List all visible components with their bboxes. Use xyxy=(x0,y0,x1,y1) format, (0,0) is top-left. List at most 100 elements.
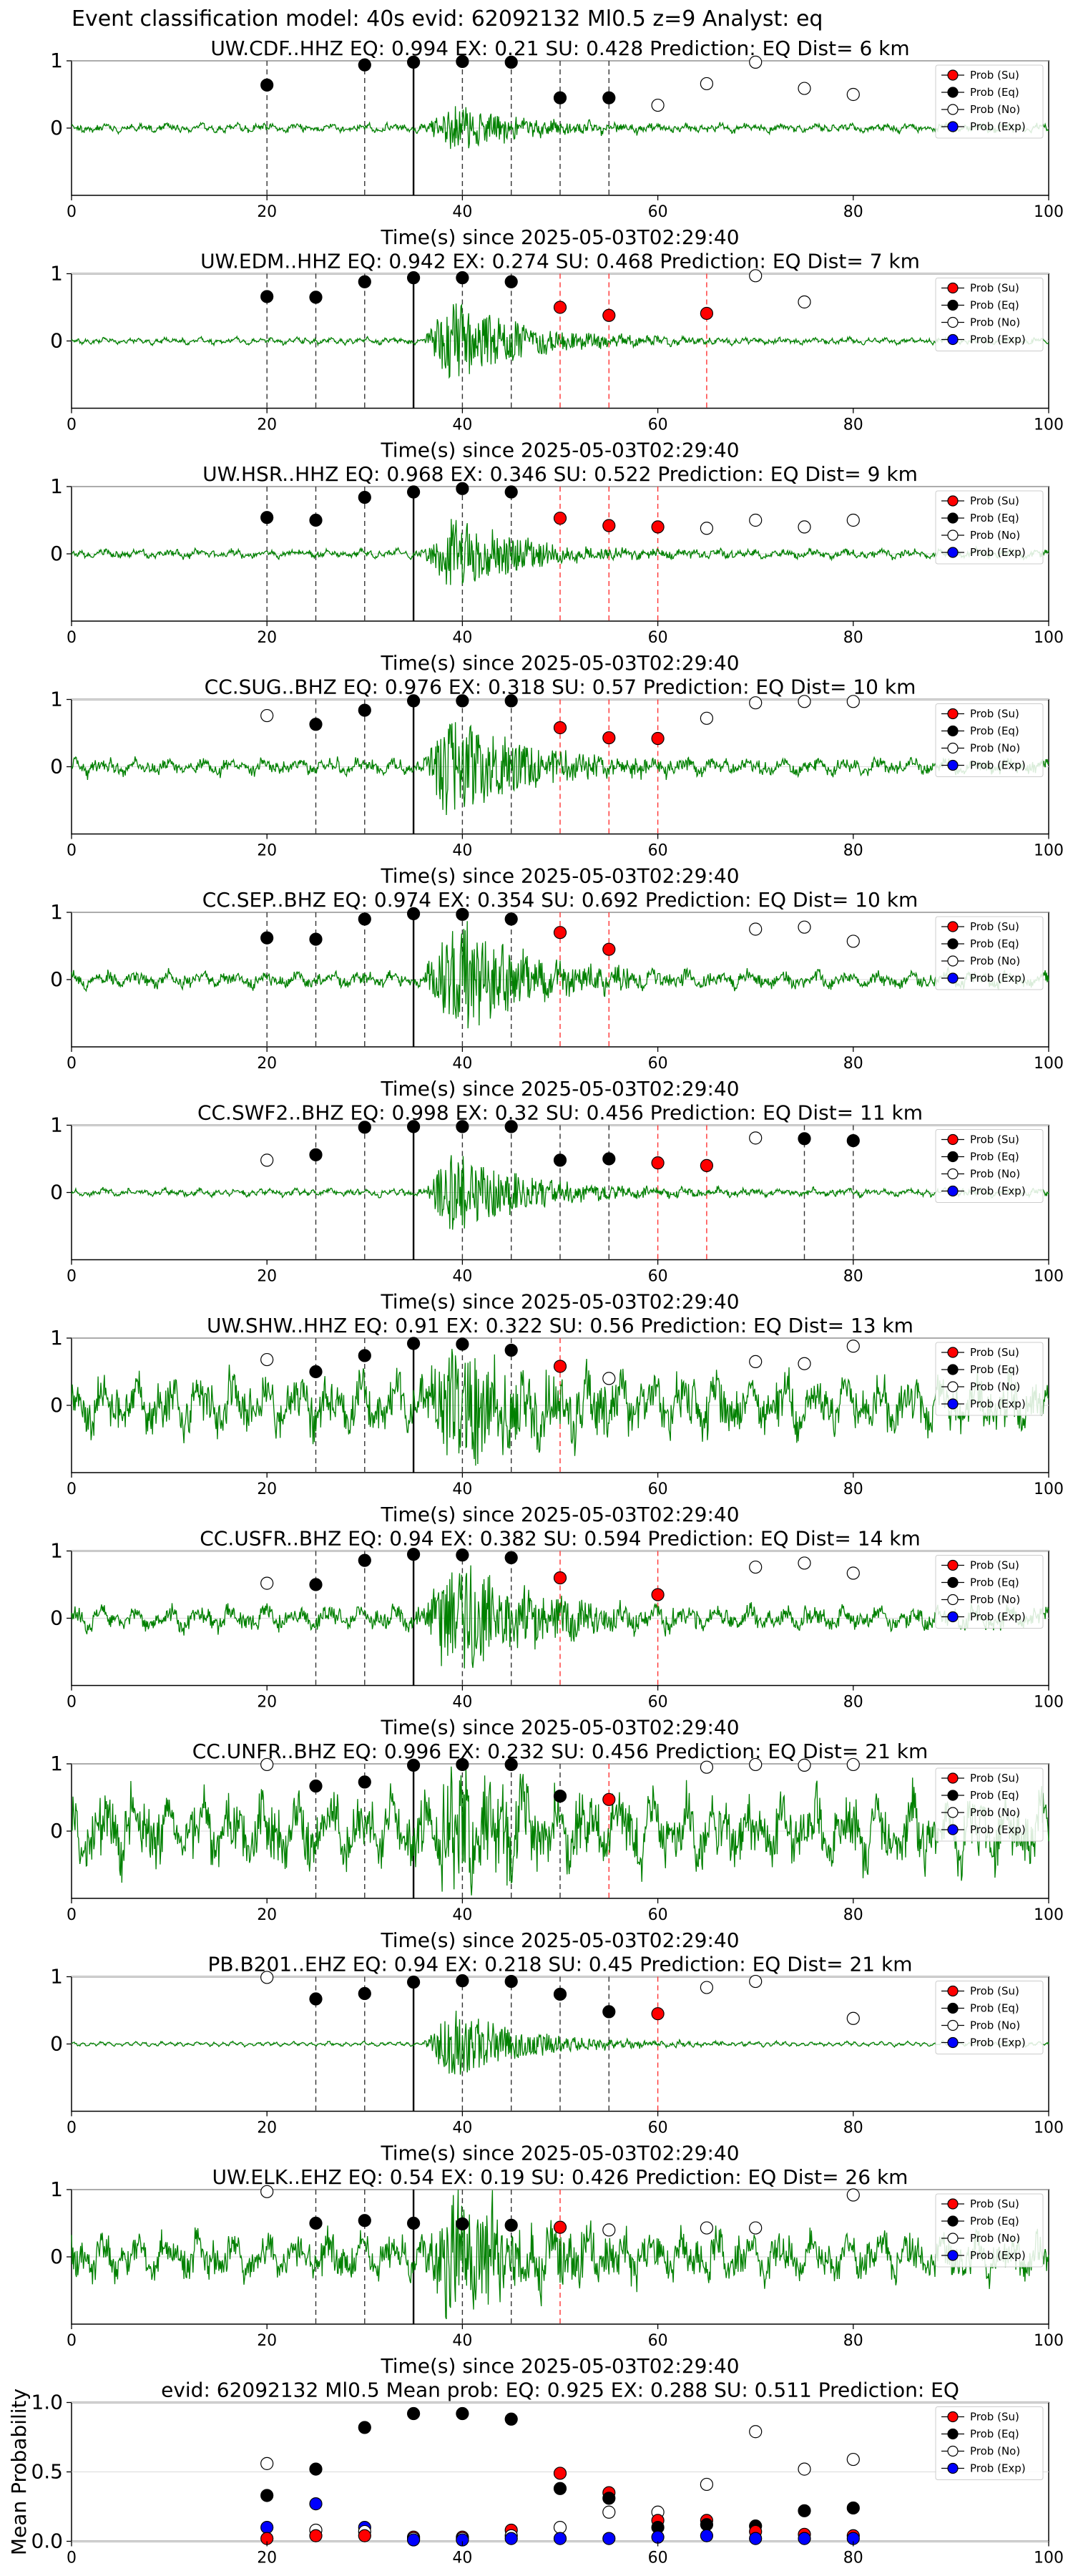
y-axis-label: Mean Probability xyxy=(7,2389,31,2555)
x-tick-label: 60 xyxy=(648,1055,668,1073)
prob-marker-no xyxy=(846,513,860,527)
legend-marker-su xyxy=(947,1985,959,1997)
legend-marker-exp xyxy=(947,333,959,346)
panel-title: UW.HSR..HHZ EQ: 0.968 EX: 0.346 SU: 0.52… xyxy=(202,462,918,486)
prob-marker-eq xyxy=(406,55,421,69)
panel-10: UW.ELK..EHZ EQ: 0.54 EX: 0.19 SU: 0.426 … xyxy=(50,2165,1064,2378)
legend-marker-eq xyxy=(947,1364,959,1375)
legend-box xyxy=(935,1767,1044,1842)
prob-marker-eq xyxy=(406,2216,421,2230)
y-tick-label: 1 xyxy=(50,688,63,711)
prob-marker-no xyxy=(749,513,763,527)
y-tick-label: 1 xyxy=(50,1965,63,1989)
legend-marker-no xyxy=(947,316,959,328)
legend-label-su: Prob (Su) xyxy=(970,1133,1019,1146)
legend: Prob (Su) Prob (Eq) Prob (No) Prob (Exp) xyxy=(935,490,1044,565)
legend-label-no: Prob (No) xyxy=(970,103,1020,116)
x-tick-label: 80 xyxy=(843,842,863,860)
prob-marker-no xyxy=(749,1560,763,1574)
prob-marker-no xyxy=(798,2462,811,2476)
panel-3: CC.SUG..BHZ EQ: 0.976 EX: 0.318 SU: 0.57… xyxy=(50,675,1064,888)
prob-marker-eq xyxy=(309,2216,323,2230)
prob-marker-eq xyxy=(553,91,567,104)
legend-label-su: Prob (Su) xyxy=(970,1559,1019,1572)
prob-marker-su xyxy=(553,2467,567,2480)
prob-marker-eq xyxy=(798,2504,811,2517)
prob-marker-eq xyxy=(456,907,469,921)
x-axis-label: Time(s) since 2025-05-03T02:29:40 xyxy=(380,651,739,675)
prob-marker-eq xyxy=(456,2406,469,2421)
legend: Prob (Su) Prob (Eq) Prob (No) Prob (Exp) xyxy=(935,2406,1044,2480)
panel-title: CC.UNFR..BHZ EQ: 0.996 EX: 0.232 SU: 0.4… xyxy=(192,1740,929,1763)
panel-7: CC.USFR..BHZ EQ: 0.94 EX: 0.382 SU: 0.59… xyxy=(50,1527,1064,1740)
prob-marker-no xyxy=(700,1981,714,1994)
legend-label-su: Prob (Su) xyxy=(970,282,1019,295)
legend-marker-eq xyxy=(947,938,959,950)
x-tick-label: 80 xyxy=(843,1055,863,1073)
x-tick-label: 0 xyxy=(67,2119,77,2137)
x-tick-label: 40 xyxy=(452,842,472,860)
prob-marker-eq xyxy=(846,1134,860,1148)
prob-marker-eq xyxy=(260,2489,274,2502)
prob-marker-exp xyxy=(553,2532,567,2545)
legend: Prob (Su) Prob (Eq) Prob (No) Prob (Exp) xyxy=(935,278,1044,351)
y-tick-label: 0 xyxy=(50,1393,63,1417)
prob-marker-eq xyxy=(456,694,469,708)
waveform-trace xyxy=(71,2010,1049,2075)
prob-marker-no xyxy=(798,1758,811,1772)
prob-marker-no xyxy=(798,520,811,534)
legend: Prob (Su) Prob (Eq) Prob (No) Prob (Exp) xyxy=(935,1342,1044,1416)
x-tick-label: 20 xyxy=(257,629,277,647)
waveform-trace xyxy=(71,303,1049,379)
x-axis-label: Time(s) since 2025-05-03T02:29:40 xyxy=(380,864,739,888)
prob-marker-eq xyxy=(309,2462,323,2476)
prob-marker-eq xyxy=(456,1337,469,1351)
x-tick-label: 60 xyxy=(648,2550,668,2567)
legend-label-eq: Prob (Eq) xyxy=(970,512,1019,525)
prob-marker-eq xyxy=(504,485,518,499)
prob-marker-su xyxy=(358,2529,371,2542)
prob-marker-no xyxy=(749,1974,763,1989)
legend-marker-eq xyxy=(947,1790,959,1801)
legend-marker-eq xyxy=(947,1576,959,1589)
y-tick-label: 1.0 xyxy=(31,2391,63,2414)
legend-label-no: Prob (No) xyxy=(970,1380,1020,1393)
legend-marker-no xyxy=(947,1807,959,1818)
prob-marker-su xyxy=(602,942,616,956)
legend-marker-exp xyxy=(947,547,959,558)
prob-marker-eq xyxy=(309,513,323,527)
x-tick-label: 40 xyxy=(452,1694,472,1712)
legend-label-eq: Prob (Eq) xyxy=(970,2002,1019,2015)
prob-marker-su xyxy=(651,1588,665,1601)
waveform-trace xyxy=(71,2189,1049,2320)
legend-label-exp: Prob (Exp) xyxy=(970,333,1026,346)
legend-marker-no xyxy=(947,2233,959,2244)
legend-label-no: Prob (No) xyxy=(970,1806,1020,1819)
prob-marker-eq xyxy=(602,2005,616,2019)
panel-title: CC.USFR..BHZ EQ: 0.94 EX: 0.382 SU: 0.59… xyxy=(200,1527,921,1551)
legend-label-no: Prob (No) xyxy=(970,2232,1020,2245)
legend-marker-su xyxy=(947,495,959,507)
legend-marker-no xyxy=(947,1168,959,1180)
prob-marker-no xyxy=(798,695,811,708)
legend-marker-eq xyxy=(947,725,959,737)
prob-marker-no xyxy=(260,1352,274,1367)
prob-marker-eq xyxy=(504,275,518,288)
legend-label-no: Prob (No) xyxy=(970,955,1020,967)
prob-marker-eq xyxy=(358,703,371,717)
y-tick-label: 0 xyxy=(50,329,63,353)
legend-marker-exp xyxy=(947,2250,959,2261)
prob-marker-no xyxy=(700,711,714,725)
x-tick-label: 80 xyxy=(843,416,863,434)
legend-marker-exp xyxy=(947,1398,959,1410)
prob-marker-no xyxy=(602,2505,616,2519)
prob-marker-eq xyxy=(260,290,274,303)
prob-marker-eq xyxy=(260,78,274,92)
legend-marker-no xyxy=(947,1381,959,1392)
legend-label-su: Prob (Su) xyxy=(970,1346,1019,1359)
prob-marker-no xyxy=(700,2221,714,2235)
x-tick-label: 20 xyxy=(257,842,277,860)
legend: Prob (Su) Prob (Eq) Prob (No) Prob (Exp) xyxy=(935,2193,1044,2268)
y-tick-label: 1 xyxy=(50,1539,63,1563)
